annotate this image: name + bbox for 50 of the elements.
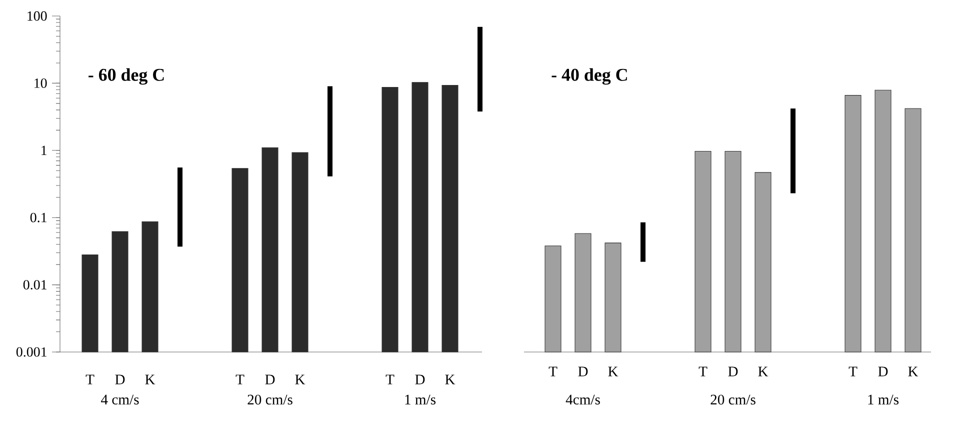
x-tick-label: D xyxy=(728,366,738,376)
bar xyxy=(844,95,862,352)
bar xyxy=(142,221,158,352)
x-tick-label: D xyxy=(265,374,275,384)
bar xyxy=(874,90,892,352)
text: 20 cm/s xyxy=(710,394,756,405)
x-tick-label: D xyxy=(578,366,588,376)
text: 20 cm/s xyxy=(248,394,292,405)
bar xyxy=(112,231,128,352)
y-tick-label: 10 xyxy=(34,78,47,88)
x-tick-label: T xyxy=(386,374,394,384)
text: - 60 deg C xyxy=(88,68,164,85)
y-tick-label: 1 xyxy=(42,146,46,156)
x-tick-label: K xyxy=(758,366,768,376)
y-tick-label: 100 xyxy=(28,11,47,21)
x-tick-label: K xyxy=(608,366,618,376)
x-tick-label: K xyxy=(908,366,918,376)
bar xyxy=(232,168,248,352)
y-tick-label: 0.1 xyxy=(30,212,46,222)
bar xyxy=(604,242,622,352)
x-tick-label: K xyxy=(145,374,156,384)
text: 1 m/s xyxy=(405,394,436,404)
x-tick-label: D xyxy=(415,374,425,384)
text: 1 m/s xyxy=(868,394,899,404)
y-tick-label: 0.01 xyxy=(23,280,46,290)
text: 4 cm/s xyxy=(101,394,139,404)
bar xyxy=(694,151,712,352)
text: 4cm/s xyxy=(566,394,600,404)
bar xyxy=(574,233,592,352)
x-tick-label: T xyxy=(698,366,708,376)
x-tick-label: D xyxy=(115,374,125,384)
bar xyxy=(754,172,772,352)
x-tick-label: T xyxy=(848,366,858,376)
bar xyxy=(262,147,278,352)
x-tick-label: K xyxy=(445,374,456,384)
x-tick-label: T xyxy=(548,366,558,376)
x-tick-label: D xyxy=(878,366,888,376)
bar xyxy=(442,85,458,352)
bar xyxy=(904,108,922,352)
y-tick-label: 0.001 xyxy=(16,347,46,357)
bar xyxy=(382,87,398,352)
bar xyxy=(544,246,562,352)
bar xyxy=(412,82,428,352)
x-tick-label: K xyxy=(295,374,306,384)
x-tick-label: T xyxy=(236,374,244,384)
bar xyxy=(292,152,308,352)
bar xyxy=(82,254,98,352)
text: - 40 deg C xyxy=(552,68,627,85)
x-tick-label: T xyxy=(86,374,94,384)
bar xyxy=(724,151,742,352)
